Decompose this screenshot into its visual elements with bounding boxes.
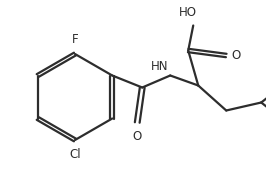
- Text: Cl: Cl: [69, 148, 81, 161]
- Text: O: O: [231, 49, 240, 62]
- Text: HN: HN: [151, 60, 168, 74]
- Text: F: F: [72, 33, 78, 46]
- Text: O: O: [133, 130, 142, 143]
- Text: HO: HO: [179, 6, 197, 19]
